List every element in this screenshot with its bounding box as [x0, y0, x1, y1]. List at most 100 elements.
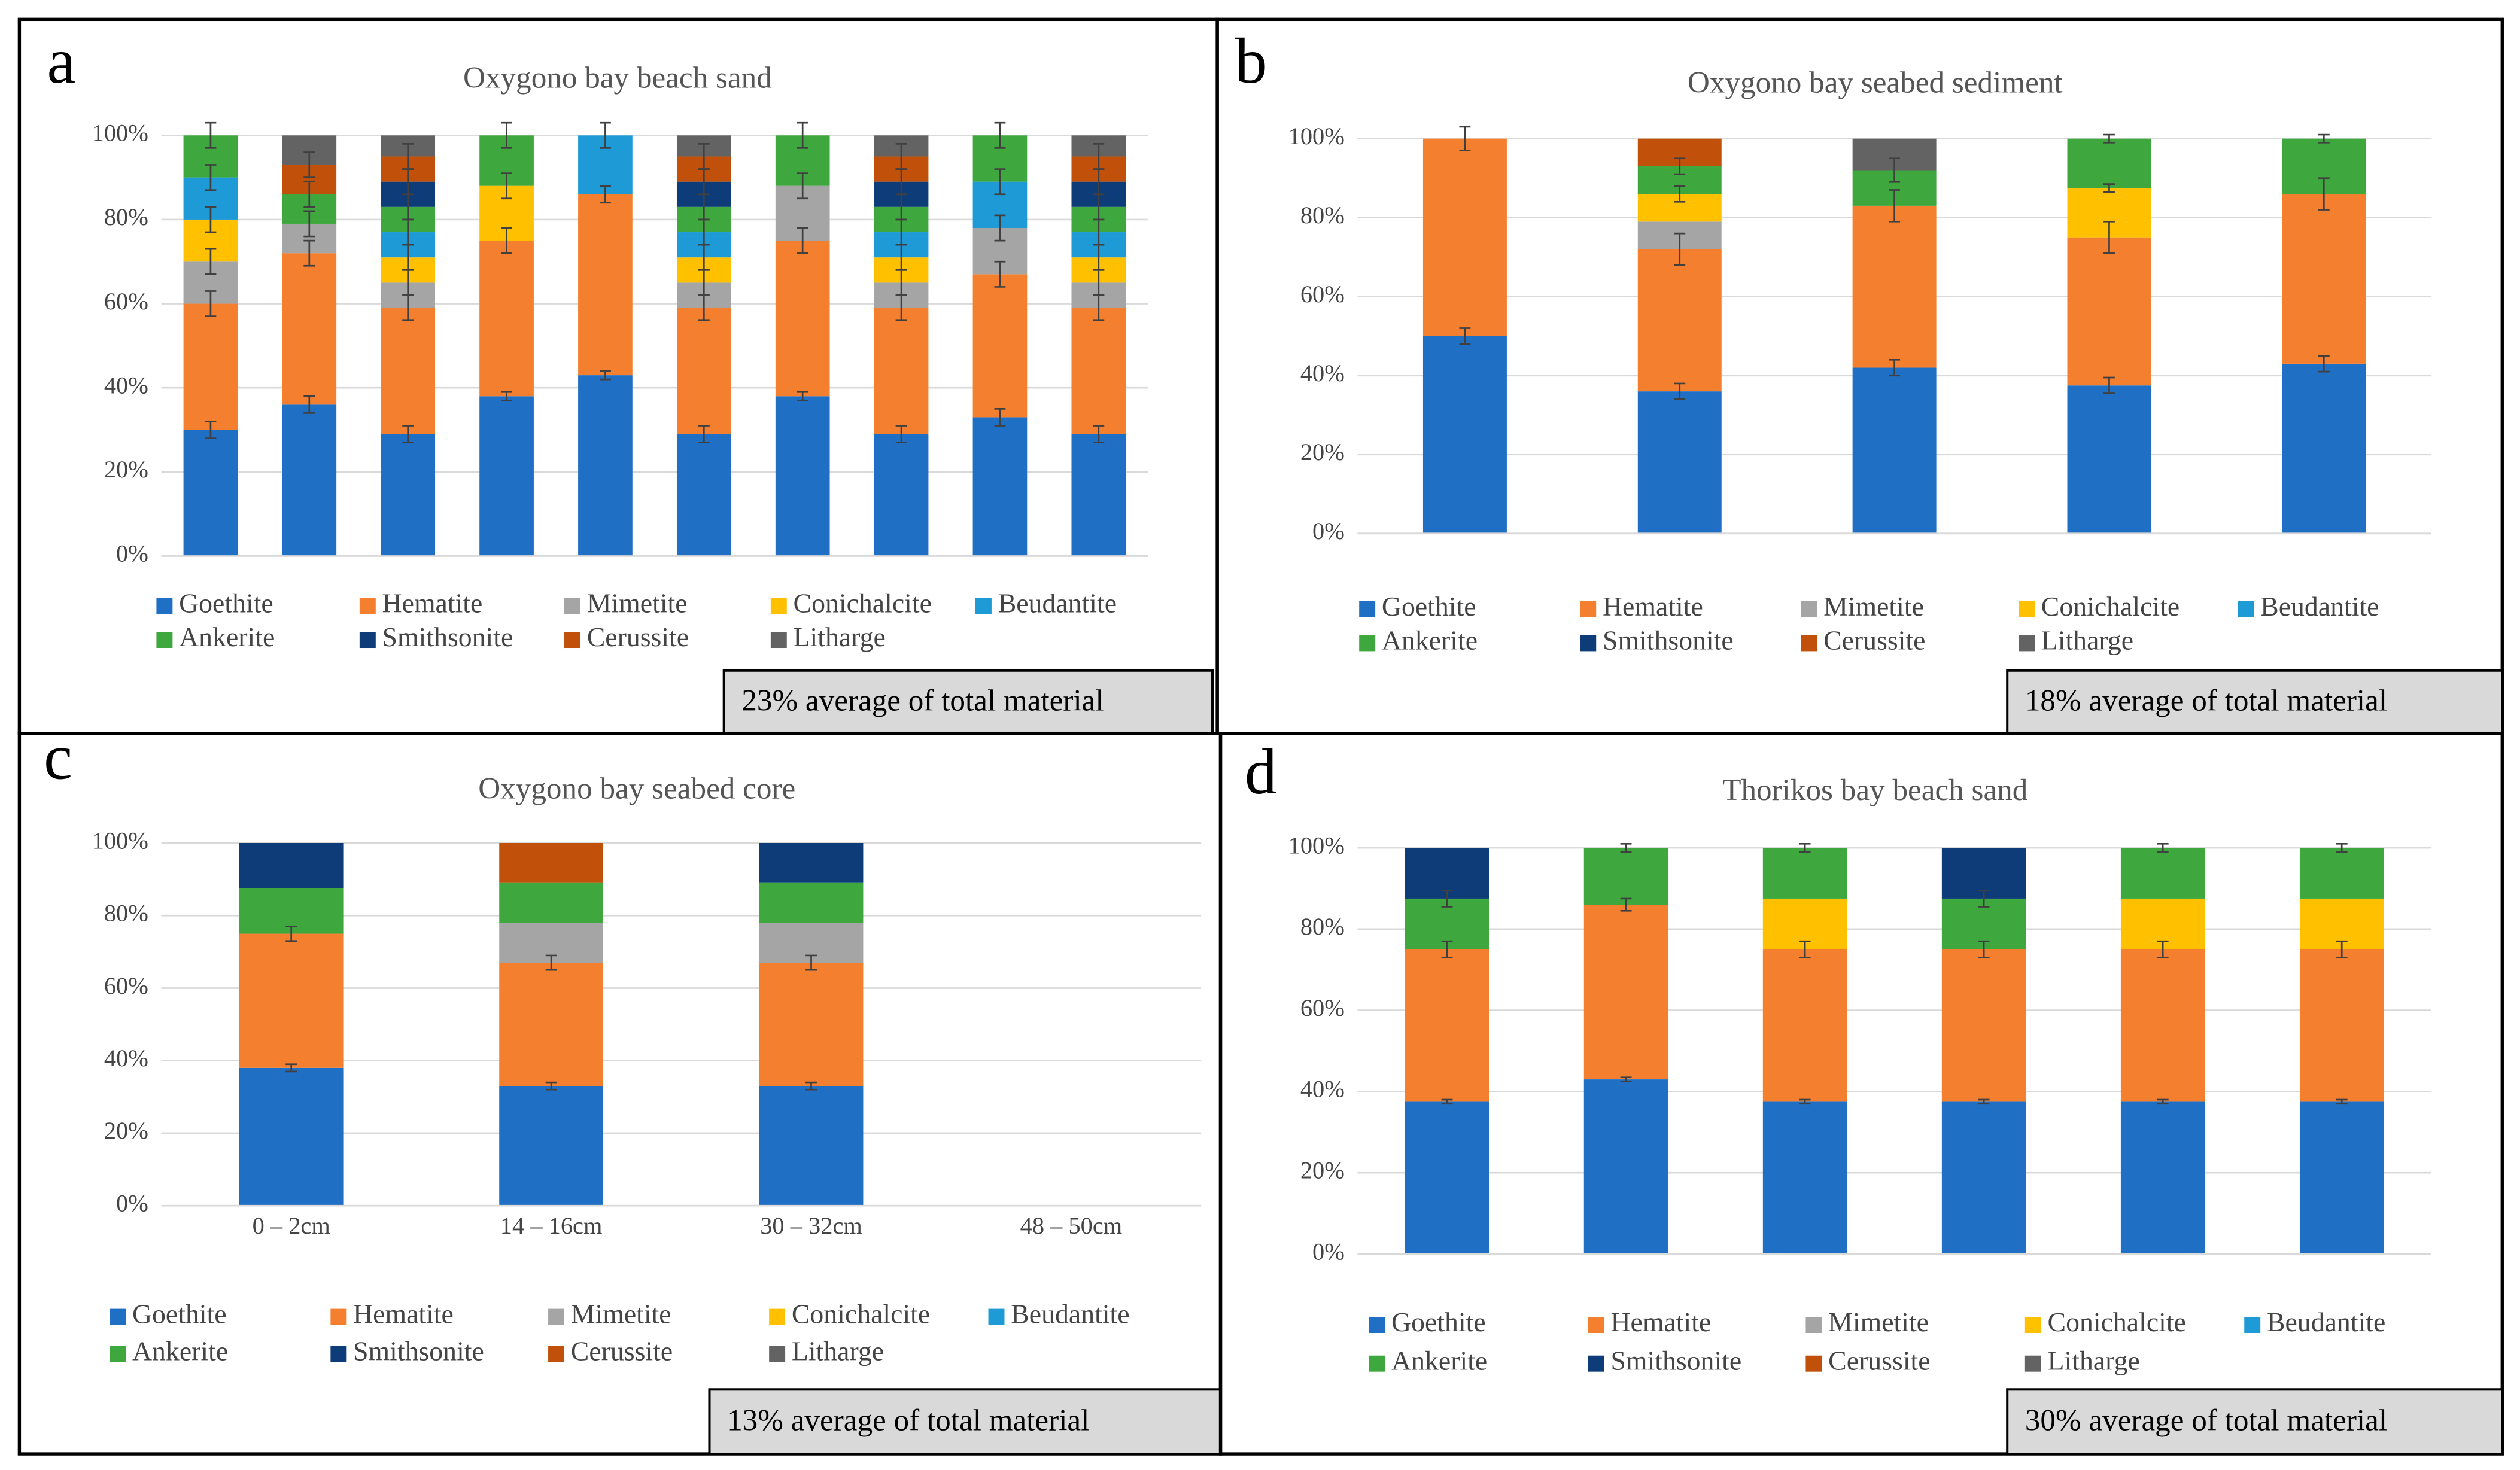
- chart-title: Oxygono bay beach sand: [463, 60, 772, 95]
- bar-segment: [499, 882, 603, 923]
- bar-segment: [972, 417, 1028, 556]
- error-bar: [994, 260, 1006, 288]
- bar-segment: [1422, 336, 1507, 534]
- legend-swatch: [988, 1308, 1005, 1325]
- error-bar: [895, 143, 907, 170]
- bar-segment: [381, 434, 436, 556]
- y-tick-label: 20%: [104, 456, 148, 483]
- legend-swatch: [1588, 1355, 1604, 1372]
- legend-swatch: [2019, 635, 2035, 652]
- legend-label: Cerussite: [1828, 1346, 1930, 1376]
- bar-segment: [676, 434, 731, 556]
- error-bar: [402, 425, 414, 443]
- panel-label: b: [1235, 26, 1267, 97]
- y-tick-label: 100%: [92, 827, 148, 854]
- y-tick-label: 40%: [1300, 360, 1345, 386]
- panel-label: d: [1245, 736, 1277, 808]
- legend-label: Mimetite: [571, 1299, 671, 1329]
- error-bar: [1459, 126, 1471, 151]
- panel-label: c: [44, 722, 72, 793]
- legend-swatch: [564, 632, 580, 649]
- legend-swatch: [1805, 1355, 1822, 1372]
- y-tick-label: 20%: [1300, 1156, 1345, 1183]
- bar-segment: [2120, 1101, 2205, 1254]
- legend-swatch: [1580, 635, 1597, 652]
- bar-segment: [2120, 848, 2205, 899]
- error-bar: [600, 185, 611, 204]
- error-bar: [501, 391, 512, 401]
- y-tick-label: 0%: [116, 1189, 148, 1216]
- error-bar: [994, 214, 1006, 242]
- error-bar: [2103, 376, 2115, 394]
- error-bar: [205, 164, 217, 191]
- error-bar: [2336, 940, 2348, 958]
- bar-segment: [479, 241, 534, 397]
- error-bar: [1620, 1076, 1632, 1082]
- error-bar: [600, 121, 611, 149]
- bar-segment: [2299, 848, 2384, 899]
- error-bar: [1889, 358, 1901, 377]
- legend-label: Beudantite: [2267, 1307, 2385, 1337]
- y-tick-label: 20%: [104, 1117, 148, 1144]
- legend-swatch: [110, 1346, 126, 1362]
- error-bar: [1620, 842, 1632, 853]
- error-bar: [2103, 133, 2115, 144]
- bar-segment: [2299, 949, 2384, 1102]
- bar-segment: [183, 430, 238, 556]
- note-box: [708, 1388, 1222, 1456]
- y-tick-label: 0%: [116, 540, 148, 567]
- legend-swatch: [2019, 601, 2035, 617]
- y-tick-label: 60%: [1300, 994, 1345, 1021]
- note-box: [2006, 669, 2504, 735]
- error-bar: [600, 370, 611, 381]
- legend-label: Smithsonite: [382, 622, 513, 652]
- legend-label: Litharge: [794, 622, 886, 652]
- panel-border: [1218, 732, 2504, 1456]
- y-tick-label: 20%: [1300, 439, 1345, 465]
- bar-segment: [1637, 391, 1722, 534]
- legend-label: Conichalcite: [794, 588, 932, 618]
- bar-segment: [239, 933, 344, 1068]
- legend-label: Beudantite: [998, 588, 1117, 618]
- legend-label: Beudantite: [2260, 591, 2379, 622]
- y-tick-label: 40%: [104, 372, 148, 398]
- legend-swatch: [1369, 1355, 1385, 1372]
- legend-label: Hematite: [1603, 591, 1703, 622]
- legend-label: Smithsonite: [1610, 1346, 1741, 1376]
- legend-swatch: [769, 1346, 786, 1362]
- bar-segment: [1762, 848, 1847, 899]
- legend-label: Conichalcite: [2048, 1307, 2186, 1337]
- note-text: 18% average of total material: [2025, 684, 2387, 718]
- legend-swatch: [2024, 1317, 2041, 1334]
- error-bar: [2318, 177, 2330, 211]
- y-tick-label: 80%: [104, 900, 148, 927]
- bar-segment: [775, 396, 830, 556]
- bar-segment: [1422, 138, 1507, 336]
- error-bar: [205, 206, 217, 233]
- error-bar: [205, 121, 217, 149]
- legend-swatch: [330, 1308, 347, 1325]
- legend-swatch: [1580, 601, 1597, 617]
- bar-segment: [759, 1086, 864, 1206]
- x-tick-label: 14 – 16cm: [500, 1212, 603, 1239]
- error-bar: [2318, 355, 2330, 373]
- error-bar: [1978, 1098, 1990, 1105]
- legend-label: Beudantite: [1011, 1299, 1129, 1329]
- error-bar: [1093, 425, 1105, 443]
- error-bar: [303, 210, 315, 238]
- error-bar: [1674, 382, 1686, 400]
- legend-swatch: [156, 632, 173, 649]
- error-bar: [1978, 940, 1990, 958]
- y-tick-label: 60%: [1300, 281, 1345, 308]
- error-bar: [545, 1081, 557, 1091]
- error-bar: [2103, 220, 2115, 254]
- legend-swatch: [1801, 601, 1817, 617]
- x-tick-label: 48 – 50cm: [1020, 1212, 1123, 1239]
- error-bar: [797, 172, 808, 200]
- error-bar: [1620, 897, 1632, 912]
- bar-segment: [282, 404, 337, 556]
- legend-swatch: [2244, 1317, 2261, 1334]
- error-bar: [501, 227, 512, 254]
- x-tick-label: 30 – 32cm: [760, 1212, 862, 1239]
